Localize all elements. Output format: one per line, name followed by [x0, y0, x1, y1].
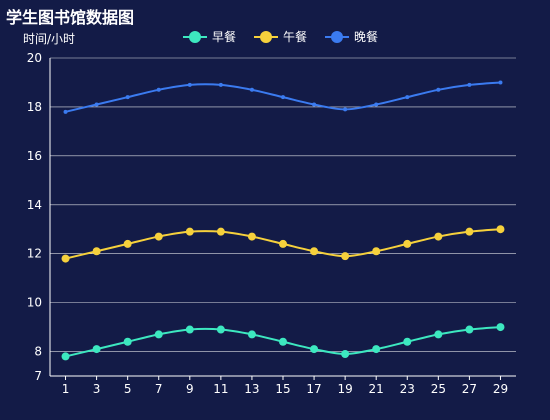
data-point-dinner [218, 82, 223, 87]
data-point-lunch [185, 227, 194, 236]
data-point-breakfast [247, 330, 256, 339]
x-tick-label: 3 [93, 382, 101, 396]
data-point-dinner [405, 95, 410, 100]
data-point-breakfast [279, 337, 287, 346]
x-tick-label: 25 [431, 382, 446, 396]
legend: 早餐 午餐 晚餐 [183, 28, 378, 45]
data-point-lunch [465, 227, 474, 236]
y-axis-label: 时间/小时 [23, 32, 76, 46]
data-point-lunch [403, 239, 412, 248]
data-point-lunch [341, 252, 350, 261]
data-point-breakfast [123, 337, 132, 346]
data-point-dinner [498, 80, 503, 85]
data-point-dinner [63, 109, 68, 114]
data-point-dinner [312, 102, 317, 107]
x-tick-label: 13 [244, 382, 259, 396]
y-tick-label: 7 [34, 369, 42, 383]
y-tick-label: 14 [27, 198, 42, 212]
data-point-lunch [216, 227, 225, 236]
x-tick-label: 11 [213, 382, 228, 396]
y-tick-label: 12 [27, 247, 42, 261]
legend-swatch-breakfast [183, 30, 207, 44]
data-point-dinner [94, 102, 99, 107]
x-tick-label: 9 [186, 382, 194, 396]
data-point-breakfast [92, 345, 101, 354]
data-point-breakfast [154, 330, 163, 339]
data-point-breakfast [185, 325, 194, 334]
x-tick-label: 29 [493, 382, 508, 396]
legend-swatch-lunch [254, 30, 279, 44]
data-point-breakfast [403, 337, 412, 346]
data-point-breakfast [310, 345, 319, 354]
data-point-lunch [247, 232, 256, 241]
data-point-dinner [467, 82, 472, 87]
x-tick-label: 5 [124, 382, 132, 396]
data-point-lunch [154, 232, 163, 241]
data-point-lunch [372, 247, 381, 256]
x-tick-label: 1 [62, 382, 70, 396]
data-point-breakfast [372, 345, 381, 354]
x-tick-label: 7 [155, 382, 163, 396]
y-tick-label: 20 [27, 51, 42, 65]
legend-item-dinner[interactable]: 晚餐 [325, 28, 378, 45]
data-point-lunch [279, 239, 287, 248]
data-point-lunch [434, 232, 443, 241]
legend-item-lunch[interactable]: 午餐 [254, 28, 307, 45]
y-tick-label: 10 [27, 296, 42, 310]
x-tick-label: 21 [369, 382, 384, 396]
y-tick-label: 8 [34, 345, 42, 359]
x-tick-label: 15 [275, 382, 290, 396]
data-point-lunch [92, 247, 101, 256]
x-tick-label: 19 [337, 382, 352, 396]
data-point-dinner [187, 82, 192, 87]
legend-swatch-dinner [325, 30, 350, 44]
x-tick-label: 27 [462, 382, 477, 396]
data-point-breakfast [61, 352, 70, 361]
data-point-breakfast [465, 325, 474, 334]
x-tick-label: 23 [400, 382, 415, 396]
x-tick-label: 17 [306, 382, 321, 396]
data-point-dinner [343, 107, 348, 112]
data-point-lunch [123, 239, 132, 248]
y-tick-label: 18 [27, 100, 42, 114]
data-point-breakfast [496, 323, 505, 332]
legend-label-dinner: 晚餐 [354, 30, 379, 44]
data-point-dinner [436, 87, 441, 92]
y-tick-label: 16 [27, 149, 42, 163]
data-point-dinner [156, 87, 161, 92]
data-point-lunch [496, 225, 505, 234]
data-point-dinner [249, 87, 254, 92]
data-point-dinner [125, 95, 130, 100]
data-point-lunch [310, 247, 319, 256]
data-point-lunch [61, 254, 70, 263]
data-point-breakfast [434, 330, 443, 339]
data-point-dinner [281, 95, 285, 100]
data-point-breakfast [341, 349, 350, 358]
data-point-breakfast [216, 325, 225, 334]
data-point-dinner [374, 102, 379, 107]
chart-title: 学生图书馆数据图 [6, 8, 135, 27]
legend-item-breakfast[interactable]: 早餐 [183, 28, 236, 45]
legend-label-lunch: 午餐 [283, 30, 308, 44]
legend-label-breakfast: 早餐 [212, 30, 237, 44]
